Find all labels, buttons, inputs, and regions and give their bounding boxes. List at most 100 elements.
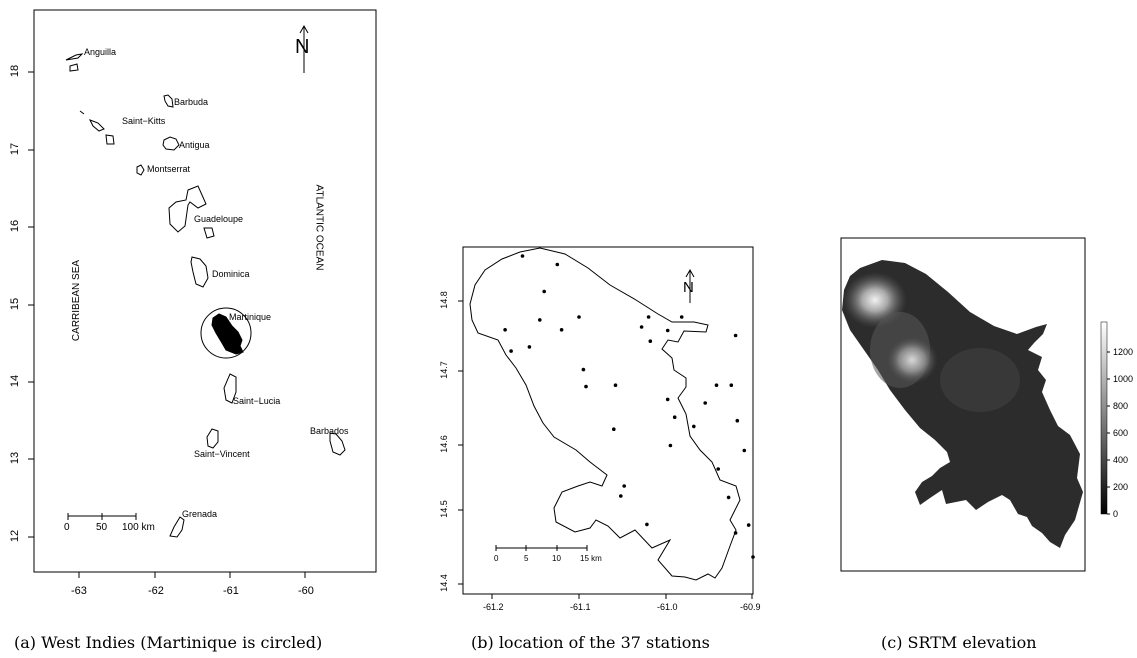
colorbar-label: 800: [1113, 401, 1129, 411]
station-point: [716, 467, 720, 471]
station-point: [729, 383, 734, 387]
x-tick-label: -63: [71, 585, 87, 597]
north-label: N: [683, 279, 694, 296]
stations-map: [458, 246, 755, 599]
scale-label: 15 km: [580, 554, 602, 563]
y-tick-label: 17: [9, 142, 22, 156]
island-barbuda-shape: [163, 94, 174, 108]
station-point: [648, 339, 653, 343]
station-point: [665, 328, 670, 333]
station-point: [559, 328, 564, 332]
y-tick-label: 14: [9, 374, 22, 388]
y-tick-label: 14.7: [438, 361, 449, 379]
north-arrow-icon: [299, 24, 309, 73]
station-point: [751, 555, 755, 559]
atlantic-ocean-label: ATLANTIC OCEAN: [313, 184, 325, 271]
station-point: [538, 318, 542, 322]
label-anguilla: Anguilla: [84, 47, 117, 57]
martinique-outline: [469, 247, 741, 581]
srtm-elevation-map: [840, 237, 1110, 572]
island-anguilla-shape: [65, 53, 84, 72]
x-tick-label: -60: [298, 585, 314, 597]
station-point: [646, 315, 651, 319]
station-point: [703, 401, 707, 405]
martinique-highlight-circle: [200, 307, 252, 359]
x-tick-label: -61.2: [483, 602, 504, 612]
scale-label: 0: [64, 522, 70, 533]
scale-label: 5: [524, 554, 529, 563]
y-axis-ticks: [28, 71, 34, 538]
station-point: [714, 383, 719, 387]
y-tick-label: 14.6: [438, 435, 449, 453]
colorbar-label: 200: [1113, 482, 1129, 492]
scale-label: 0: [494, 554, 499, 563]
station-point: [509, 349, 513, 353]
station-point: [735, 418, 740, 423]
stations-frame: [462, 246, 754, 595]
y-tick-label: 15: [9, 297, 22, 311]
label-saint-vincent: Saint−Vincent: [194, 449, 250, 459]
island-saint-kitts-shape: [79, 110, 115, 145]
island-barbados-shape: [329, 432, 346, 456]
label-dominica: Dominica: [212, 269, 250, 279]
island-martinique-shape: [211, 313, 244, 355]
station-point: [613, 383, 618, 387]
station-point: [520, 254, 525, 258]
island-dominica-shape: [190, 256, 209, 288]
colorbar-label: 400: [1113, 455, 1129, 465]
station-point: [668, 443, 673, 448]
panel-srtm: 0 200 400 600 800 1000 1200 (c) SRTM ele…: [820, 230, 1137, 658]
station-point: [581, 367, 586, 372]
island-antigua-shape: [162, 136, 180, 151]
north-arrow-icon: [685, 268, 695, 303]
caption-b: (b) location of the 37 stations: [471, 633, 710, 652]
colorbar-ticks: [1107, 351, 1110, 515]
station-point: [527, 345, 532, 349]
scale-label: 100 km: [122, 522, 155, 533]
station-point: [665, 397, 670, 402]
label-saint-kitts: Saint−Kitts: [122, 116, 166, 126]
map-frame: [33, 9, 377, 573]
x-tick-label: -61.0: [657, 602, 678, 612]
label-saint-lucia: Saint−Lucia: [233, 396, 281, 406]
x-tick-label: -61.1: [570, 602, 591, 612]
colorbar: [1100, 321, 1108, 515]
colorbar-label: 1000: [1113, 374, 1134, 384]
station-point: [733, 531, 738, 535]
y-tick-label: 12: [9, 529, 22, 543]
colorbar-label: 600: [1113, 428, 1129, 438]
island-grenada-shape: [169, 516, 185, 538]
label-antigua: Antigua: [179, 140, 210, 150]
scale-bar: [67, 513, 137, 520]
label-barbuda: Barbuda: [174, 97, 209, 107]
label-martinique: Martinique: [229, 312, 272, 322]
station-point: [584, 384, 588, 389]
island-saint-lucia-shape: [223, 373, 237, 404]
label-montserrat: Montserrat: [147, 164, 191, 174]
x-tick-label: -61: [223, 585, 239, 597]
station-point: [692, 424, 696, 429]
island-montserrat-shape: [136, 164, 145, 176]
station-point: [542, 289, 546, 294]
x-axis-ticks: [491, 594, 753, 599]
caribbean-sea-label: CARRIBEAN SEA: [71, 259, 83, 342]
station-point: [672, 415, 677, 419]
colorbar-label: 0: [1113, 509, 1119, 519]
scale-label: 50: [96, 522, 108, 533]
srtm-frame: [840, 237, 1086, 572]
stations-layer: [503, 254, 755, 559]
y-tick-label: 13: [9, 451, 22, 465]
caption-c: (c) SRTM elevation: [881, 633, 1037, 652]
y-tick-label: 14.5: [438, 500, 449, 518]
colorbar-label: 1200: [1113, 347, 1134, 357]
station-point: [726, 495, 731, 500]
station-point: [742, 448, 747, 453]
x-tick-label: -60.9: [740, 602, 761, 612]
station-point: [645, 522, 649, 527]
caption-a: (a) West Indies (Martinique is circled): [14, 633, 323, 652]
x-tick-label: -62: [148, 585, 164, 597]
station-point: [639, 325, 644, 329]
north-label: N: [295, 36, 310, 58]
west-indies-map: [28, 9, 377, 578]
y-tick-label: 14.8: [438, 291, 449, 309]
